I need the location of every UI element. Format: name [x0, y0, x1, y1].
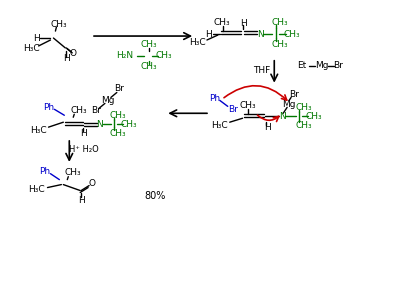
- Text: H₃C: H₃C: [28, 185, 44, 194]
- Text: Br: Br: [228, 105, 238, 114]
- Text: Mg: Mg: [282, 100, 296, 109]
- Text: H: H: [240, 19, 247, 28]
- Text: CH₃: CH₃: [214, 18, 230, 27]
- Text: N: N: [97, 120, 103, 129]
- Text: THF: THF: [253, 66, 270, 75]
- Text: H: H: [78, 196, 84, 205]
- Text: Br: Br: [114, 84, 124, 93]
- Text: Mg: Mg: [315, 61, 328, 70]
- Text: Ph: Ph: [43, 103, 54, 112]
- Text: Br: Br: [289, 90, 299, 99]
- Text: CH₃: CH₃: [272, 40, 288, 50]
- Text: CH₃: CH₃: [239, 101, 256, 110]
- Text: H: H: [80, 129, 86, 138]
- Text: CH₃: CH₃: [306, 112, 322, 121]
- Text: O: O: [88, 179, 96, 188]
- Text: 80%: 80%: [145, 192, 166, 201]
- Text: CH₃: CH₃: [110, 129, 126, 138]
- Text: CH₃: CH₃: [284, 30, 300, 38]
- Text: Br: Br: [333, 61, 342, 70]
- Text: H₃C: H₃C: [23, 44, 40, 53]
- Text: CH₃: CH₃: [140, 40, 157, 50]
- Text: H₃C: H₃C: [189, 38, 206, 48]
- Text: Br: Br: [91, 106, 101, 115]
- Text: CH₃: CH₃: [110, 111, 126, 120]
- Text: H: H: [33, 34, 40, 42]
- Text: Et: Et: [297, 61, 307, 70]
- Text: H⁺ H₂O: H⁺ H₂O: [69, 145, 99, 154]
- Text: O: O: [70, 49, 77, 58]
- Text: H: H: [264, 123, 271, 132]
- Text: H₃C: H₃C: [211, 121, 228, 130]
- Text: Ph: Ph: [209, 94, 220, 103]
- Text: H₃C: H₃C: [30, 126, 46, 135]
- Text: H: H: [206, 30, 212, 38]
- Text: Mg: Mg: [101, 96, 115, 105]
- Text: N: N: [257, 30, 264, 38]
- Text: CH₃: CH₃: [50, 20, 67, 29]
- Text: CH₃: CH₃: [155, 51, 172, 60]
- Text: CH₃: CH₃: [71, 106, 88, 115]
- Text: CH₃: CH₃: [65, 168, 82, 177]
- Text: CH₃: CH₃: [272, 18, 288, 27]
- Text: CH₃: CH₃: [120, 120, 137, 129]
- Text: Ph: Ph: [39, 167, 50, 176]
- Text: CH₃: CH₃: [296, 103, 312, 112]
- Text: CH₃: CH₃: [296, 121, 312, 130]
- Text: H: H: [63, 54, 70, 63]
- Text: H₂N: H₂N: [116, 51, 134, 60]
- Text: N: N: [279, 112, 286, 121]
- Text: CH₃: CH₃: [140, 62, 157, 71]
